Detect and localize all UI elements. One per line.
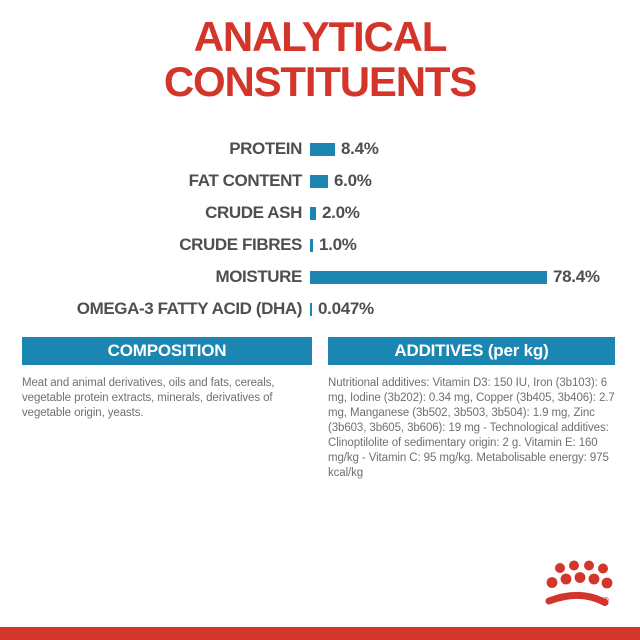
bar-area: 6.0%	[310, 171, 372, 191]
constituent-value: 78.4%	[553, 267, 600, 286]
constituent-bar	[310, 174, 328, 188]
composition-section: COMPOSITION Meat and animal derivatives,…	[22, 337, 312, 481]
additives-section: ADDITIVES (per kg) Nutritional additives…	[328, 337, 615, 481]
constituent-value: 0.047%	[318, 299, 374, 318]
constituent-label: CRUDE FIBRES	[179, 235, 302, 254]
bar-area: 0.047%	[310, 299, 374, 319]
info-sections: COMPOSITION Meat and animal derivatives,…	[22, 337, 615, 481]
additives-header: ADDITIVES (per kg)	[328, 337, 615, 365]
chart-row: OMEGA-3 FATTY ACID (DHA) 0.047%	[0, 293, 640, 325]
page-title: ANALYTICAL CONSTITUENTS	[0, 14, 640, 104]
analytical-constituents-chart: PROTEIN 8.4% FAT CONTENT 6.0% CRUDE ASH 2.0% C…	[0, 133, 640, 325]
bar-area: 8.4%	[310, 139, 379, 159]
bar-area: 78.4%	[310, 267, 600, 287]
constituent-label: OMEGA-3 FATTY ACID (DHA)	[76, 299, 303, 318]
constituent-bar	[310, 270, 547, 284]
chart-row: PROTEIN 8.4%	[0, 133, 640, 165]
constituent-label: MOISTURE	[215, 267, 302, 286]
constituent-bar	[310, 238, 313, 252]
constituent-value: 6.0%	[334, 171, 372, 190]
constituent-value: 8.4%	[341, 139, 379, 158]
chart-row: CRUDE FIBRES 1.0%	[0, 229, 640, 261]
constituent-bar	[310, 302, 312, 316]
registered-trademark-symbol: ®	[603, 596, 609, 605]
brand-footer-bar	[0, 627, 640, 640]
bar-area: 2.0%	[310, 203, 360, 223]
title-line-1: ANALYTICAL	[193, 13, 448, 60]
constituent-label: CRUDE ASH	[205, 203, 302, 222]
composition-header: COMPOSITION	[22, 337, 312, 365]
constituent-label: FAT CONTENT	[188, 171, 303, 190]
royal-canin-crown-icon	[545, 560, 613, 606]
constituent-bar	[310, 142, 335, 156]
bar-area: 1.0%	[310, 235, 357, 255]
composition-body: Meat and animal derivatives, oils and fa…	[22, 377, 275, 419]
constituent-value: 2.0%	[322, 203, 360, 222]
chart-row: FAT CONTENT 6.0%	[0, 165, 640, 197]
additives-body: Nutritional additives: Vitamin D3: 150 I…	[328, 377, 615, 479]
constituent-bar	[310, 206, 316, 220]
constituent-value: 1.0%	[319, 235, 357, 254]
chart-row: MOISTURE 78.4%	[0, 261, 640, 293]
chart-row: CRUDE ASH 2.0%	[0, 197, 640, 229]
constituent-label: PROTEIN	[229, 139, 302, 158]
title-line-2: CONSTITUENTS	[163, 58, 477, 105]
